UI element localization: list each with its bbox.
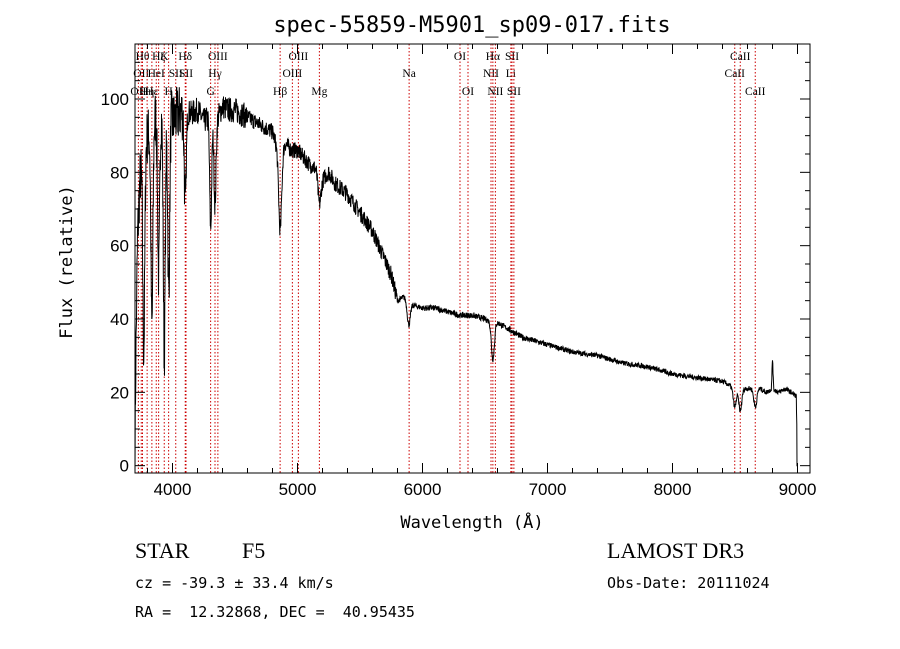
axis-ticks: 4000 5000 6000 7000 8000 9000 0 20 40 60 80 100: [101, 44, 817, 499]
line-marker-label: Na: [402, 68, 415, 80]
y-tick-label: 0: [120, 457, 129, 476]
y-tick-label: 100: [101, 90, 129, 109]
line-marker-label: HeI: [148, 68, 165, 80]
line-marker-label: CaII: [725, 68, 746, 80]
plot-frame: [134, 43, 811, 474]
object-class: STAR: [135, 538, 190, 563]
line-marker-label: SII: [179, 68, 193, 80]
line-marker-label: Hα: [486, 51, 500, 63]
line-marker-label: Hη: [140, 86, 154, 98]
line-marker-label: OII: [133, 68, 149, 80]
line-marker-label: OII: [130, 86, 146, 98]
line-marker-label: Hε: [145, 86, 158, 98]
line-marker-label: OIII: [288, 51, 308, 63]
redshift-text: cz = -39.3 ± 33.4 km/s: [135, 574, 334, 592]
x-tick-label: 8000: [654, 480, 692, 499]
line-marker-label: SII: [507, 86, 521, 98]
x-tick-label: 9000: [779, 480, 817, 499]
coordinates: RA = 12.32868, DEC = 40.95435: [135, 603, 415, 621]
line-marker-label: Hβ: [273, 86, 287, 98]
line-marker-label: CaII: [730, 51, 751, 63]
survey-name: LAMOST DR3: [607, 538, 745, 563]
y-tick-label: 80: [110, 163, 129, 182]
line-marker-label: H: [164, 86, 172, 98]
line-marker-label: OIII: [282, 68, 302, 80]
x-tick-label: 6000: [404, 480, 442, 499]
line-marker-label: Hγ: [208, 68, 221, 80]
y-axis-label: Flux (relative): [57, 185, 77, 339]
line-marker-label: OIII: [208, 51, 228, 63]
y-tick-label: 60: [110, 237, 129, 256]
x-tick-label: 5000: [279, 480, 317, 499]
line-marker-label: CaII: [745, 86, 766, 98]
line-marker-label: OI: [454, 51, 466, 63]
object-subclass: F5: [242, 538, 266, 563]
spectrum-series: [134, 86, 798, 474]
line-marker-label: OI: [462, 86, 474, 98]
x-tick-label: 4000: [154, 480, 192, 499]
line-marker-label: Hζ: [152, 51, 165, 63]
line-marker-label: NII: [483, 68, 499, 80]
y-tick-label: 20: [110, 383, 129, 402]
x-axis-label: Wavelength (Å): [400, 511, 543, 533]
line-marker-label: Mg: [311, 86, 327, 98]
obs-date: Obs-Date: 20111024: [607, 574, 770, 592]
x-tick-label: 7000: [529, 480, 567, 499]
spectrum-chart: spec-55859-M5901_sp09-017.fits OIIOIIHθH…: [57, 13, 817, 533]
line-marker-label: Hδ: [178, 51, 192, 63]
line-marker-label: G: [206, 86, 214, 98]
line-marker-label: SII: [505, 51, 519, 63]
y-tick-label: 40: [110, 310, 129, 329]
line-marker-label: Hθ: [136, 51, 150, 63]
line-marker-label: SII: [169, 68, 183, 80]
line-marker-label: NII: [487, 86, 503, 98]
line-marker-label: K: [160, 51, 169, 63]
line-marker-label: Li: [506, 68, 516, 80]
chart-title: spec-55859-M5901_sp09-017.fits: [273, 13, 670, 38]
